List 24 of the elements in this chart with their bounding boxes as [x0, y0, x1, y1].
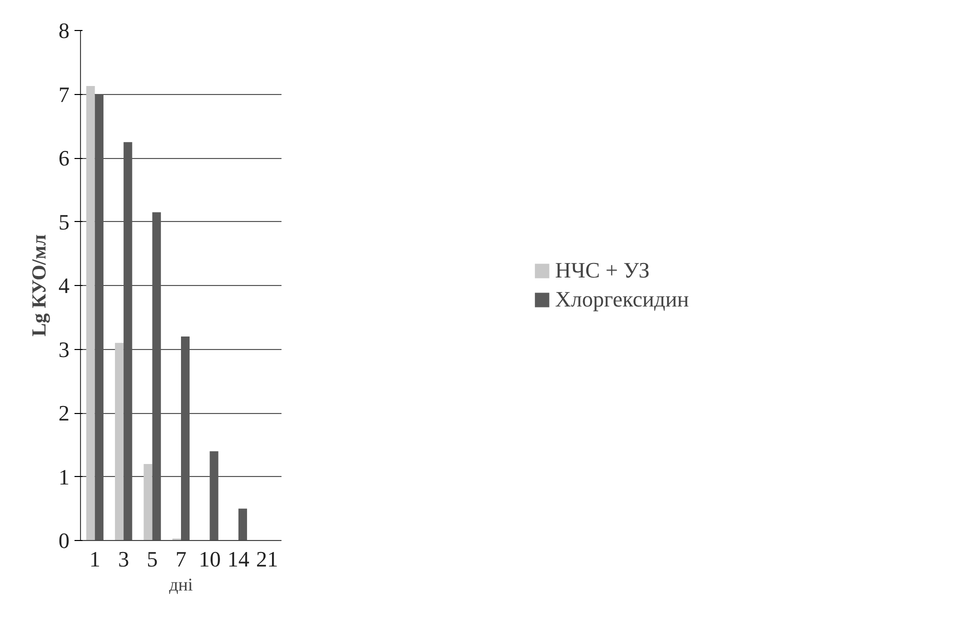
y-tick-label: 3 [58, 336, 70, 362]
y-tick-label: 5 [58, 209, 70, 234]
y-tick-label: 7 [58, 82, 70, 107]
x-tick-label: 21 [256, 546, 278, 572]
y-tick-label: 8 [58, 18, 70, 43]
bar [238, 508, 248, 540]
y-tick-label: 6 [58, 146, 70, 170]
x-axis-title: дні [169, 574, 193, 594]
legend-label: НЧС + УЗ [555, 258, 650, 284]
y-tick-label: 4 [58, 273, 70, 298]
x-tick-label: 14 [227, 546, 250, 572]
y-tick-label: 0 [58, 528, 70, 553]
legend-label: Хлоргексидин [555, 286, 689, 312]
x-tick-label: 1 [89, 546, 100, 572]
x-tick-label: 5 [146, 546, 158, 572]
x-tick-label: 7 [176, 546, 186, 572]
x-tick-label: 3 [118, 546, 130, 572]
bar [144, 464, 152, 540]
x-tick-label: 10 [198, 546, 221, 572]
y-axis-title: Lg КУО/мл [28, 234, 50, 337]
bar [86, 86, 95, 540]
y-tick-label: 2 [58, 400, 70, 426]
y-tick-label: 1 [58, 464, 70, 490]
bar [114, 342, 124, 540]
